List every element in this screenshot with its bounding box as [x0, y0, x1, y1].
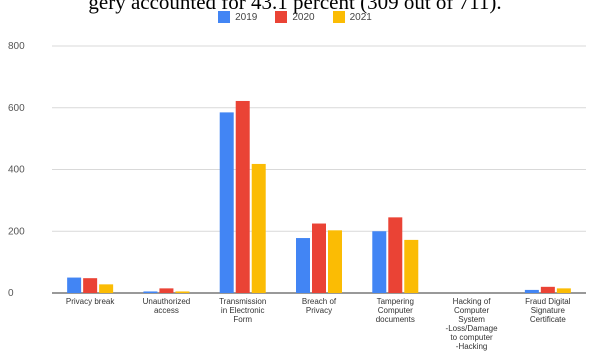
bar-2021-2: [251, 163, 266, 293]
x-tick-label-4: Tampering Computer documents: [376, 297, 415, 324]
legend-item-2019: 2019: [218, 11, 257, 23]
bar-2019-0: [67, 277, 82, 293]
x-tick-label-line: Breach of: [302, 297, 337, 306]
x-tick-label-1: Unauthorized access: [143, 297, 191, 315]
bar-2019-1: [143, 291, 158, 293]
x-tick-label-0: Privacy break: [66, 297, 115, 306]
bar-2019-6: [524, 289, 539, 293]
x-tick-label-line: System: [458, 315, 485, 324]
bar-2019-4: [372, 231, 387, 293]
legend-swatch-2019: [218, 11, 231, 23]
bar-2021-1: [175, 291, 190, 293]
x-tick-label-line: in Electronic: [221, 306, 265, 315]
y-tick-label-600: 600: [8, 103, 25, 114]
bar-2020-0: [83, 278, 98, 293]
x-tick-label-line: Transmission: [219, 297, 266, 306]
bar-2020-4: [388, 217, 403, 293]
x-tick-label-line: Privacy break: [66, 297, 115, 306]
x-tick-label-line: Tampering: [377, 297, 414, 306]
legend-item-2020: 2020: [275, 11, 315, 23]
x-tick-label-line: Certificate: [530, 315, 567, 324]
x-tick-label-2: Transmission in Electronic Form: [219, 297, 266, 324]
x-tick-label-line: access: [154, 306, 179, 315]
x-tick-label-line: -Hacking: [456, 342, 488, 351]
legend-item-2021: 2021: [332, 11, 372, 23]
bar-2020-3: [312, 223, 326, 293]
x-tick-label-line: documents: [376, 315, 415, 324]
x-tick-label-5: Hacking of Computer System -Loss/Damage to c…: [446, 297, 499, 351]
y-tick-label-0: 0: [8, 288, 14, 299]
bar-2020-6: [540, 286, 555, 293]
x-tick-label-line: Fraud Digital: [525, 297, 571, 306]
x-tick-label-line: Hacking of: [453, 297, 492, 306]
x-tick-label-line: Computer: [454, 306, 489, 315]
legend-swatch-2021: [332, 11, 345, 23]
bar-2021-0: [99, 284, 114, 293]
legend-label-2020: 2020: [292, 11, 315, 23]
bar-2021-6: [556, 288, 571, 293]
x-tick-label-line: Unauthorized: [143, 297, 191, 306]
y-tick-label-400: 400: [8, 165, 25, 176]
x-tick-label-line: Form: [233, 315, 252, 324]
bar-2020-2: [235, 100, 250, 294]
chart-legend: 2019 2020 2021: [0, 11, 590, 23]
bar-2019-3: [296, 238, 310, 293]
legend-label-2021: 2021: [349, 11, 372, 23]
x-tick-label-line: Signature: [531, 306, 566, 315]
bar-2020-1: [159, 288, 174, 293]
bar-2021-4: [404, 239, 419, 293]
intro-text: gery accounted for 43.1 percent (309 out…: [88, 0, 502, 14]
x-tick-label-3: Breach of Privacy: [302, 297, 337, 315]
x-tick-label-line: Computer: [378, 306, 413, 315]
bar-2021-3: [328, 230, 342, 293]
x-tick-label-line: Privacy: [306, 306, 332, 315]
y-tick-label-200: 200: [8, 226, 25, 237]
x-tick-label-6: Fraud Digital Signature Certificate: [525, 297, 571, 324]
x-tick-label-line: to computer: [450, 333, 493, 342]
x-tick-label-line: -Loss/Damage: [446, 324, 499, 333]
bar-2019-2: [219, 112, 234, 293]
y-tick-label-800: 800: [8, 41, 25, 52]
legend-swatch-2020: [275, 11, 288, 23]
legend-label-2019: 2019: [235, 11, 258, 23]
